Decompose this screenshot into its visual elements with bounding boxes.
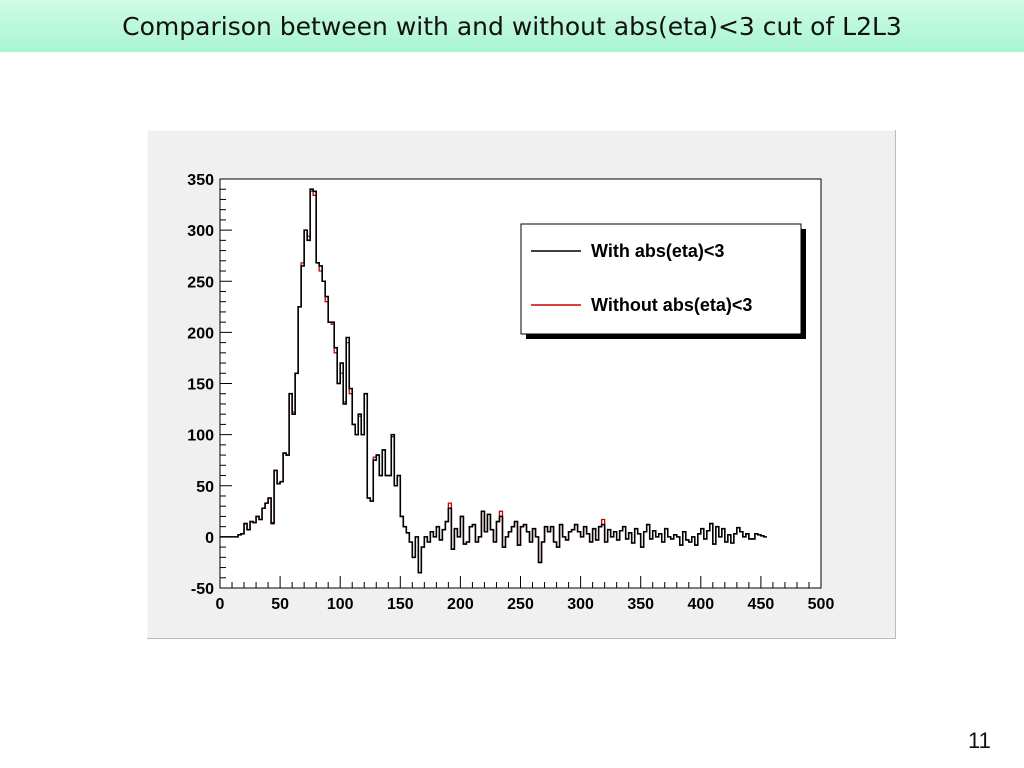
chart-canvas: 0 50 100 150 200 250 300 350 400 450 500 -50 0 50 100… [147, 130, 896, 639]
legend-label-without: Without abs(eta)<3 [591, 295, 752, 315]
series-line-with-abs-eta [220, 188, 767, 574]
slide-title: Comparison between with and without abs(… [122, 11, 902, 41]
x-tick-label: 250 [507, 596, 534, 613]
series-layer [220, 188, 767, 574]
y-tick-labels: -50 0 50 100 150 200 250 300 350 [187, 172, 214, 598]
x-tick-label: 100 [327, 596, 354, 613]
x-tick-label: 350 [627, 596, 654, 613]
y-tick-label: -50 [191, 581, 214, 598]
legend: With abs(eta)<3 Without abs(eta)<3 [520, 223, 806, 339]
y-tick-label: 250 [187, 274, 214, 291]
x-tick-label: 0 [216, 596, 225, 613]
y-tick-label: 50 [196, 479, 214, 496]
histogram-chart: 0 50 100 150 200 250 300 350 400 450 500 -50050100… [187, 172, 835, 613]
x-tick-label: 50 [271, 596, 289, 613]
y-tick-label: 100 [187, 428, 214, 445]
x-tick-labels: 0 50 100 150 200 250 300 350 400 450 500 [216, 596, 835, 613]
x-tick-label: 450 [748, 596, 775, 613]
x-tick-label: 200 [447, 596, 474, 613]
y-tick-label: 200 [187, 325, 214, 342]
y-tick-label: 0 [205, 530, 214, 547]
x-tick-label: 150 [387, 596, 414, 613]
y-tick-label: 350 [187, 172, 214, 189]
x-tick-label: 500 [808, 596, 835, 613]
page-number: 11 [968, 728, 991, 753]
y-tick-label: 150 [187, 377, 214, 394]
slide-title-bar: Comparison between with and without abs(… [0, 0, 1024, 52]
x-tick-label: 300 [567, 596, 594, 613]
legend-box [520, 223, 802, 335]
y-tick-label: 300 [187, 223, 214, 240]
x-tick-label: 400 [687, 596, 714, 613]
legend-label-with: With abs(eta)<3 [591, 241, 724, 261]
minor-ticks [220, 188, 810, 588]
